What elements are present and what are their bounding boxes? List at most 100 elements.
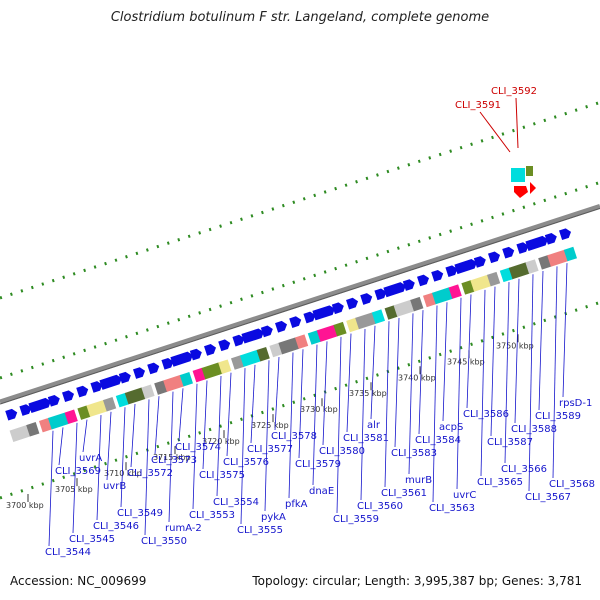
gene-arrow-39 — [559, 228, 572, 241]
leader-43 — [562, 263, 568, 398]
gene-label-0: CLI_3544 — [45, 547, 91, 558]
gene-label-39: CLI_3586 — [463, 409, 509, 420]
gene-arrow-17 — [241, 328, 264, 344]
gene-arrow-14 — [204, 344, 217, 356]
gene-block-16 — [218, 359, 232, 374]
gene-label-12: CLI_3559 — [333, 514, 379, 525]
genome-backbone — [0, 204, 600, 405]
highlight-gene-d — [530, 182, 536, 194]
gene-block-21 — [278, 337, 300, 355]
gene-label-36: CLI_3583 — [391, 448, 437, 459]
gene-label-25: CLI_3572 — [127, 468, 173, 479]
gene-block-24 — [316, 324, 338, 342]
leader-20 — [528, 274, 534, 492]
leader-37 — [418, 310, 424, 435]
gene-label-41: CLI_3588 — [511, 424, 557, 435]
gene-block-20 — [269, 342, 283, 358]
reverse-strand-genes — [9, 246, 578, 442]
gene-label-40: CLI_3587 — [487, 437, 533, 448]
leader-11 — [312, 344, 318, 486]
gene-block-30 — [393, 299, 415, 317]
tick-label-1: 3705 kbp — [55, 485, 93, 494]
gene-arrow-34 — [488, 251, 501, 264]
gene-arrow-35 — [502, 246, 515, 259]
highlight-gene-c — [514, 186, 528, 198]
gene-label-11: dnaE — [309, 486, 334, 497]
gene-block-35 — [461, 280, 475, 295]
gene-label-26: CLI_3573 — [151, 455, 197, 466]
gene-arrow-32 — [454, 259, 477, 275]
gene-arrow-9 — [133, 367, 146, 379]
tick-label-0: 3700 kbp — [6, 501, 44, 510]
gene-label-14: CLI_3561 — [381, 488, 427, 499]
leader-13 — [360, 329, 366, 501]
scale-ticks: 3700 kbp 3705 kbp 3710 kbp 3715 kbp 3720 kbp… — [6, 334, 534, 510]
map-title: Clostridium botulinum F str. Langeland, … — [110, 10, 490, 25]
leader-36 — [394, 317, 400, 448]
leader-2 — [96, 415, 102, 521]
leader-31 — [274, 357, 280, 431]
gene-label-21: CLI_3568 — [549, 479, 595, 490]
gene-label-18: CLI_3565 — [477, 477, 523, 488]
gene-arrow-5 — [76, 385, 89, 398]
gene-arrow-26 — [374, 288, 387, 301]
leader-6 — [192, 383, 198, 510]
gene-arrow-2 — [28, 397, 51, 413]
leader-32 — [298, 349, 304, 459]
gene-arrow-36 — [516, 242, 529, 254]
leader-29 — [226, 372, 232, 457]
gene-block-8 — [115, 392, 130, 408]
gene-block-6 — [86, 399, 108, 417]
gene-arrow-18 — [260, 325, 273, 338]
leader-16 — [432, 305, 438, 503]
gene-block-1 — [26, 422, 40, 437]
gene-label-29: CLI_3576 — [223, 457, 269, 468]
leader-18 — [480, 289, 486, 477]
leader-12 — [336, 336, 342, 514]
leader-4 — [144, 399, 150, 536]
highlight-label-0: CLI_3591 — [455, 100, 501, 111]
gene-arrow-31 — [445, 265, 458, 278]
gene-label-32: CLI_3579 — [295, 459, 341, 470]
gene-label-3: CLI_3549 — [117, 508, 163, 519]
leader-23 — [82, 419, 88, 453]
gene-block-31 — [410, 296, 424, 312]
gene-label-38: acpS — [439, 422, 463, 433]
gene-arrow-33 — [473, 256, 486, 268]
leader-19 — [504, 282, 510, 464]
gene-block-43 — [563, 246, 578, 262]
gene-arrow-15 — [218, 339, 231, 352]
tick-label-5: 3725 kbp — [251, 421, 289, 430]
gene-arrow-19 — [275, 320, 288, 333]
gene-block-27 — [355, 312, 377, 330]
gene-arrow-28 — [402, 279, 415, 291]
gene-label-23: uvrA — [79, 453, 102, 464]
gene-arrow-4 — [62, 390, 75, 403]
gene-arrow-30 — [431, 269, 444, 282]
tick-label-4: 3720 kbp — [202, 437, 240, 446]
gene-label-24: uvrB — [103, 481, 126, 492]
leader-15 — [408, 313, 414, 475]
gene-block-7 — [102, 397, 117, 412]
gene-block-34 — [448, 284, 462, 299]
gene-label-2: CLI_3546 — [93, 521, 139, 532]
gene-block-10 — [141, 384, 155, 400]
leader-26 — [154, 396, 160, 455]
gene-label-1: CLI_3545 — [69, 534, 115, 545]
gene-labels: CLI_3544 CLI_3545 CLI_3546 CLI_3549 CLI_3550… — [45, 86, 595, 558]
leader-1 — [72, 422, 78, 534]
gene-arrow-1 — [19, 404, 32, 416]
genome-summary: Topology: circular; Length: 3,995,387 bp… — [252, 574, 582, 588]
tick-label-2: 3710 kbp — [104, 469, 142, 478]
gene-block-38 — [499, 267, 514, 283]
gene-block-22 — [294, 334, 309, 349]
gene-block-33 — [431, 287, 453, 305]
gene-label-5: rumA-2 — [165, 523, 202, 534]
gene-arrow-12 — [170, 351, 193, 367]
gene-block-14 — [192, 367, 206, 383]
gene-label-8: CLI_3555 — [237, 525, 283, 536]
gene-block-25 — [333, 321, 347, 337]
gene-arrow-22 — [312, 305, 335, 321]
gene-arrow-16 — [232, 334, 245, 347]
gene-label-9: pykA — [261, 512, 286, 523]
